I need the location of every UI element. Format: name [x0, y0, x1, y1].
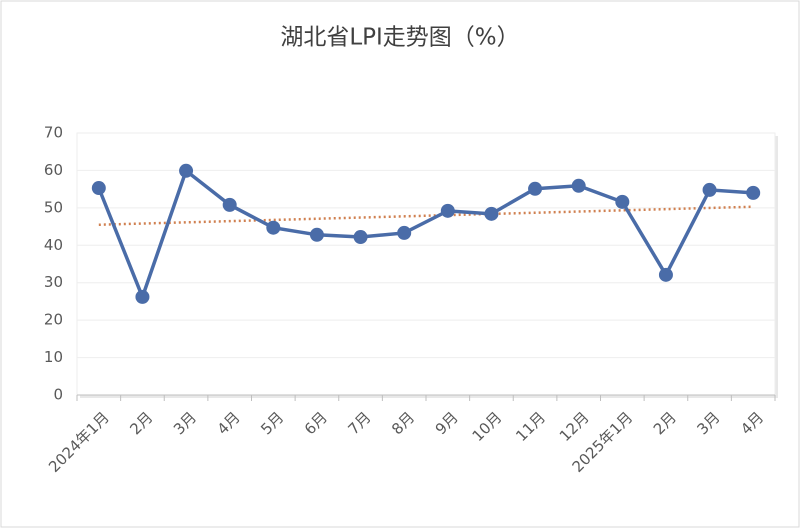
y-tick-label: 0: [53, 386, 63, 404]
point: [702, 182, 717, 197]
point: [266, 220, 281, 235]
y-tick-label: 40: [44, 236, 63, 254]
point: [615, 194, 630, 209]
point: [571, 178, 586, 193]
y-tick-label: 20: [44, 311, 63, 329]
y-tick-label: 10: [44, 348, 63, 366]
y-tick-label: 70: [44, 124, 63, 142]
point: [484, 206, 499, 221]
point: [179, 163, 194, 178]
point: [309, 227, 324, 242]
point: [397, 225, 412, 240]
y-tick-label: 60: [44, 161, 63, 179]
point: [528, 181, 543, 196]
trendline: [98, 205, 754, 226]
point: [91, 181, 106, 196]
chart-title: 湖北省LPI走势图（%）: [280, 25, 519, 51]
point: [353, 230, 368, 245]
y-tick-label: 30: [44, 273, 63, 291]
point: [135, 289, 150, 304]
point: [746, 185, 761, 200]
y-tick-label: 50: [44, 198, 63, 216]
point: [658, 267, 673, 282]
point: [440, 203, 455, 218]
point: [222, 197, 237, 212]
series-line: [97, 167, 754, 302]
